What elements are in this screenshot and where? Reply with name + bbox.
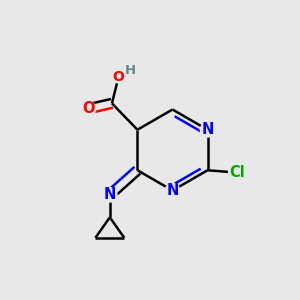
Text: N: N — [103, 187, 116, 202]
Text: O: O — [82, 101, 95, 116]
Text: H: H — [125, 64, 136, 77]
Text: O: O — [112, 70, 124, 84]
Circle shape — [112, 71, 124, 83]
Text: Cl: Cl — [230, 165, 245, 180]
Circle shape — [81, 101, 96, 116]
Circle shape — [165, 183, 180, 198]
Circle shape — [229, 164, 247, 182]
Text: N: N — [166, 183, 179, 198]
Text: N: N — [201, 122, 214, 137]
Circle shape — [103, 188, 117, 202]
Circle shape — [200, 122, 215, 137]
